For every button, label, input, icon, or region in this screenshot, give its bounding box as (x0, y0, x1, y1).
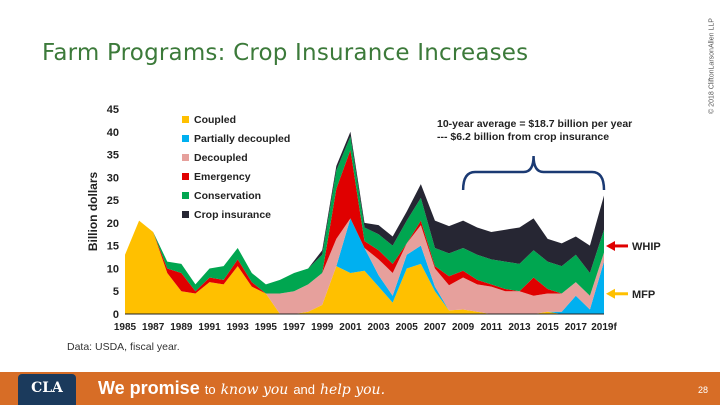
x-tick-label-16: 2017 (565, 322, 588, 333)
x-tick-label-0: 1985 (114, 322, 137, 333)
y-tick-label-8: 40 (107, 127, 119, 139)
legend-swatch-2 (182, 154, 189, 161)
legend-swatch-5 (182, 211, 189, 218)
arrow-head-1 (606, 288, 615, 299)
x-tick-label-12: 2009 (452, 322, 475, 333)
x-tick-label-4: 1993 (227, 322, 250, 333)
x-tick-label-8: 2001 (339, 322, 362, 333)
legend-swatch-0 (182, 116, 189, 123)
tagline-to: to (204, 382, 216, 397)
legend-swatch-3 (182, 173, 189, 180)
arrow-head-0 (606, 240, 615, 251)
legend-label-3: Emergency (194, 171, 251, 183)
x-tick-label-13: 2011 (480, 322, 502, 333)
series-area-5 (125, 131, 604, 285)
stacked-area-chart: 0 5 10 15 20 25 30 35 40 45 Billion dollars 1985 198… (67, 104, 661, 353)
x-tick-label-1: 1987 (142, 322, 165, 333)
y-tick-label-4: 20 (107, 218, 119, 230)
company-logo: CLA (18, 374, 76, 405)
x-tick-label-5: 1995 (255, 322, 278, 333)
logo-text: CLA (31, 380, 63, 396)
series-area-4 (125, 136, 604, 296)
footer-bar (0, 372, 720, 405)
annotation-header-1: --- $6.2 billion from crop insurance (437, 131, 609, 143)
brace-bracket (461, 155, 606, 191)
series-area-2 (125, 218, 604, 314)
legend-label-0: Coupled (194, 114, 236, 126)
source-note: Data: USDA, fiscal year. (67, 341, 180, 353)
tagline-bold: We promise (98, 378, 200, 398)
tagline-help: help you. (320, 382, 386, 398)
y-tick-label-1: 5 (113, 286, 119, 298)
x-tick-label-14: 2013 (508, 322, 531, 333)
y-tick-label-7: 35 (107, 150, 119, 162)
y-tick-label-9: 45 (107, 104, 119, 116)
legend-label-1: Partially decoupled (194, 133, 290, 145)
arrow-label-1: MFP (632, 289, 655, 301)
legend-swatch-4 (182, 192, 189, 199)
legend-label-2: Decoupled (194, 152, 248, 164)
y-tick-label-6: 30 (107, 172, 119, 184)
x-tick-label-6: 1997 (283, 322, 306, 333)
y-axis-label: Billion dollars (86, 172, 100, 252)
x-tick-label-10: 2005 (396, 322, 419, 333)
x-tick-label-9: 2003 (367, 322, 390, 333)
series-area-1 (125, 218, 604, 314)
y-tick-label-0: 0 (113, 309, 119, 321)
page-title: Farm Programs: Crop Insurance Increases (42, 40, 529, 66)
x-tick-label-11: 2007 (424, 322, 447, 333)
arrow-label-0: WHIP (632, 241, 661, 253)
footer-tagline: We promise to know you and help you. (98, 378, 385, 399)
tagline-and: and (293, 382, 316, 397)
y-tick-label-5: 25 (107, 195, 119, 207)
tagline-know: know you (220, 382, 289, 398)
x-tick-label-7: 1999 (311, 322, 334, 333)
x-tick-label-2: 1989 (170, 322, 193, 333)
page-number: 28 (697, 385, 708, 395)
annotation-header-0: 10-year average = $18.7 billion per year (437, 118, 632, 130)
x-tick-label-15: 2015 (537, 322, 560, 333)
x-tick-label-3: 1991 (198, 322, 221, 333)
legend-label-5: Crop insurance (194, 209, 271, 221)
y-tick-label-2: 10 (107, 263, 119, 275)
legend-label-4: Conservation (194, 190, 261, 202)
legend-swatch-1 (182, 135, 189, 142)
y-tick-label-3: 15 (107, 241, 119, 253)
x-tick-label-17: 2019f (591, 322, 617, 333)
series-area-0 (125, 220, 604, 314)
